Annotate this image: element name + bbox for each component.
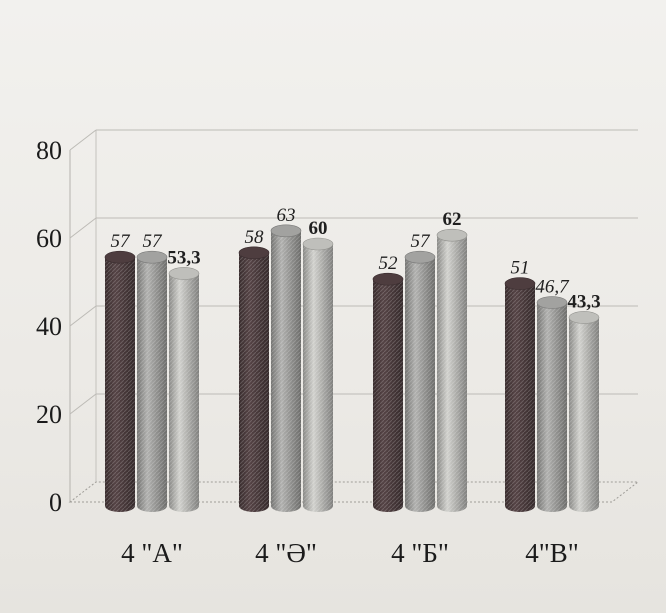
bar-texture — [505, 283, 535, 512]
bar — [302, 237, 334, 512]
y-tick-label: 20 — [36, 400, 62, 429]
bar-top — [436, 228, 468, 242]
bar — [536, 296, 568, 512]
bar-top — [270, 224, 302, 238]
bar-texture — [271, 230, 301, 513]
bar — [238, 246, 270, 513]
data-label: 63 — [277, 205, 296, 226]
data-label: 43,3 — [567, 291, 600, 312]
bar-texture — [373, 279, 403, 512]
data-label: 57 — [143, 231, 164, 252]
bar-top — [536, 296, 568, 309]
bar-top — [168, 267, 200, 280]
bar-texture — [239, 252, 269, 513]
y-tick-label: 80 — [36, 136, 62, 165]
data-label: 53,3 — [167, 247, 200, 268]
bar — [436, 228, 468, 512]
bar — [168, 267, 200, 512]
bar — [270, 224, 302, 513]
gridline-diagonal — [69, 305, 97, 327]
category-label: 4 "Б" — [391, 538, 449, 568]
bar — [136, 250, 168, 512]
bars — [104, 224, 600, 513]
data-label: 46,7 — [535, 277, 570, 298]
bar — [504, 277, 536, 512]
category-labels: 4 "А" 4 "Ә" 4 "Б" 4"В" — [121, 538, 579, 568]
gridline-diagonal — [69, 393, 97, 415]
bar-texture — [537, 302, 567, 512]
bar-top — [238, 246, 270, 260]
bar-top — [504, 277, 536, 290]
bar — [372, 272, 404, 512]
y-tick-label: 40 — [36, 312, 62, 341]
y-axis-ticks: 0 20 40 60 80 — [36, 136, 62, 517]
bar-top — [404, 250, 436, 264]
data-label: 62 — [443, 209, 462, 230]
bar-texture — [405, 257, 435, 512]
y-tick-label: 0 — [49, 488, 62, 517]
bar — [568, 311, 600, 512]
bar-top — [372, 272, 404, 286]
y-tick-label: 60 — [36, 224, 62, 253]
gridline-diagonal — [69, 129, 97, 151]
category-label: 4 "Ә" — [255, 538, 317, 568]
bar-top — [104, 250, 136, 264]
data-label: 52 — [379, 253, 399, 274]
bar-texture — [105, 257, 135, 512]
category-label: 4"В" — [525, 538, 579, 568]
data-label: 57 — [411, 231, 432, 252]
category-label: 4 "А" — [121, 538, 183, 568]
bar-texture — [137, 257, 167, 512]
data-label: 60 — [309, 218, 328, 239]
data-label: 58 — [245, 227, 265, 248]
data-label: 51 — [511, 258, 530, 279]
bar-texture — [303, 244, 333, 512]
bar — [404, 250, 436, 512]
bar-top — [568, 311, 600, 324]
bar-texture — [169, 273, 199, 512]
bar-texture — [569, 317, 599, 512]
bar-texture — [437, 235, 467, 512]
data-label: 57 — [111, 231, 132, 252]
bar-top — [136, 250, 168, 264]
bar — [104, 250, 136, 512]
gridline-diagonal — [69, 217, 97, 239]
bar-top — [302, 237, 334, 251]
